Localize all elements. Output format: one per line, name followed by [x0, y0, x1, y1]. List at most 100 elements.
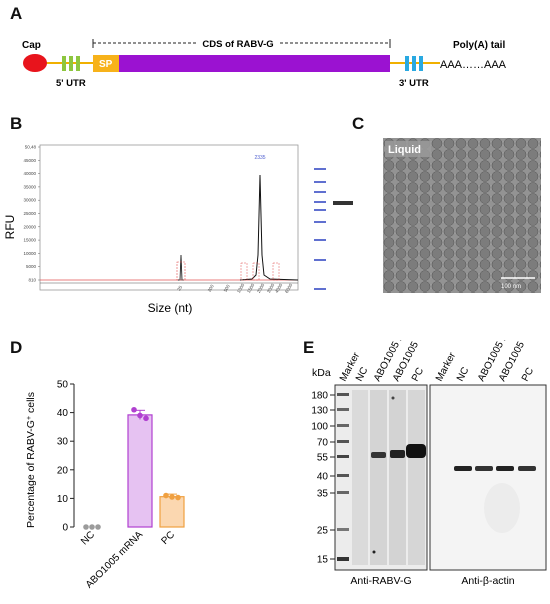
electropherogram-x-tick: 1000: [236, 282, 246, 294]
bar-chart-y-tick: 50: [57, 380, 69, 391]
actin-band-abo1005: [496, 466, 514, 471]
scale-bar-label: 100 nm: [501, 284, 521, 290]
electropherogram-frame: [39, 144, 299, 291]
utr3-shape: [405, 56, 423, 71]
bar-chart-y-tick: 0: [62, 523, 68, 534]
electropherogram-x-tick: 2000: [256, 282, 266, 294]
electropherogram-y-tick: 20000: [23, 224, 36, 229]
electropherogram-y-tick: 10000: [23, 251, 36, 256]
cds-shape: [119, 55, 390, 72]
electropherogram-x-tick: 4000: [274, 282, 284, 294]
bar-chart-y-tick: 40: [57, 408, 69, 419]
electropherogram: 50,48 45000 40000 35000 30000 25000 20000 15000…: [3, 144, 353, 315]
panel-d-letter: D: [10, 338, 23, 357]
bar-chart-y-tick: 20: [57, 465, 69, 476]
polya-sequence: AAA……AAA: [440, 59, 507, 71]
electropherogram-y-label: RFU: [3, 215, 17, 240]
panel-b-letter: B: [10, 114, 23, 133]
cryo-em-label: Liquid: [388, 144, 421, 156]
bar-chart-y-label: Percentage of RABV-G+ cells: [25, 392, 37, 528]
mw-label: 180: [311, 391, 328, 402]
electropherogram-y-tick: 45000: [23, 158, 36, 163]
actin-band-mrna: [475, 466, 493, 471]
electropherogram-x-tick: 200: [207, 283, 215, 292]
electropherogram-y-tick: 40000: [23, 171, 36, 176]
bar-chart-y-tick: 30: [57, 437, 69, 448]
mw-label: 15: [317, 555, 329, 566]
bar-chart-category-label: NC: [79, 529, 97, 547]
blot-lane-label: NC: [354, 365, 370, 383]
electropherogram-x-label: Size (nt): [148, 301, 193, 315]
blot-lane-label: PC: [520, 366, 536, 383]
bar-chart-y-axis: 0 10 20 30 40 50: [57, 380, 75, 534]
mw-label: 55: [317, 453, 329, 464]
electropherogram-x-tick: 500: [223, 283, 231, 292]
kda-label: kDa: [312, 367, 331, 379]
polya-title: Poly(A) tail: [453, 40, 505, 51]
mrna-construct-diagram: Cap 5' UTR SP CDS of RABV-G 3' UTR Poly(…: [22, 39, 507, 89]
cds-bracket: [92, 39, 391, 48]
marker-lane-left: [337, 393, 349, 561]
data-point: [175, 494, 181, 501]
electropherogram-x-tick: 3000: [266, 282, 276, 294]
data-point: [83, 524, 89, 530]
mw-label: 130: [311, 406, 328, 417]
mw-label: 35: [317, 489, 329, 500]
electropherogram-y-tick: 35000: [23, 184, 36, 189]
electropherogram-y-tick: 15000: [23, 238, 36, 243]
blot-mw-ladder: 180 130 100 70 55 40 35 25 15: [311, 391, 335, 566]
utr5-label: 5' UTR: [56, 78, 86, 89]
electropherogram-y-tick: 810: [28, 278, 36, 283]
data-point: [169, 494, 175, 500]
panel-c-letter: C: [352, 114, 365, 133]
cap-label: Cap: [22, 40, 41, 51]
electropherogram-y-tick: 30000: [23, 198, 36, 203]
actin-band-nc: [454, 466, 472, 471]
data-point: [89, 524, 95, 530]
cryo-em-image: Liquid 100 nm: [383, 138, 541, 293]
actin-band-pc: [518, 466, 536, 471]
electropherogram-y-tick: 50,48: [25, 145, 37, 150]
electropherogram-x-tick: 25: [176, 284, 183, 291]
cap-shape: [23, 54, 47, 72]
sample-band: [333, 201, 353, 205]
ladder-lane: [308, 145, 330, 290]
data-point: [143, 415, 149, 422]
blot-right-membrane: [429, 384, 547, 571]
electropherogram-y-tick: 25000: [23, 211, 36, 216]
bar: [127, 414, 153, 528]
blot-left-label: Anti-RABV-G: [350, 575, 411, 587]
utr5-shape: [62, 56, 80, 71]
mw-label: 70: [317, 438, 329, 449]
bar-chart-y-tick: 10: [57, 494, 69, 505]
panel-e-letter: E: [303, 338, 315, 357]
mw-label: 25: [317, 526, 329, 537]
bar-chart-category-label: PC: [160, 529, 178, 547]
mw-label: 40: [317, 472, 329, 483]
blot-lane-label: NC: [455, 365, 471, 383]
utr3-label: 3' UTR: [399, 78, 429, 89]
bar: [159, 496, 185, 528]
data-point: [163, 492, 169, 499]
data-point: [137, 412, 143, 419]
electropherogram-y-ticks: 50,48 45000 40000 35000 30000 25000 20000 15000…: [23, 145, 40, 283]
cds-label: CDS of RABV-G: [202, 39, 273, 50]
blot-right-label: Anti-β-actin: [461, 575, 514, 587]
main-peak: [239, 174, 299, 281]
peak-label: 2335: [254, 155, 265, 161]
rabv-g-band-mrna: [371, 452, 386, 458]
sp-label: SP: [99, 59, 113, 70]
sp-shape: [93, 55, 119, 72]
electropherogram-y-tick: 5000: [26, 264, 37, 269]
blot-lane-label: PC: [410, 366, 426, 383]
rabv-g-band-pc: [406, 444, 426, 458]
electropherogram-x-tick: 1500: [246, 282, 256, 294]
mw-label: 100: [311, 422, 328, 433]
data-point: [131, 406, 137, 413]
